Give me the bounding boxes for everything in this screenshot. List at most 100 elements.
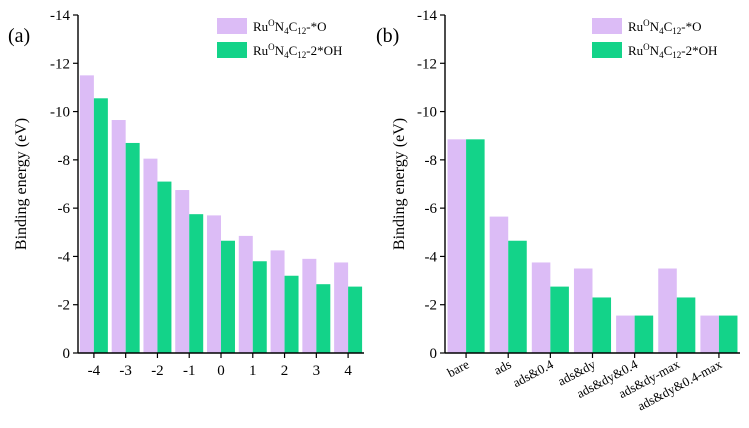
bar-series-2-6: [676, 297, 696, 353]
y-tick-label: -4: [425, 249, 438, 265]
y-tick-label: -10: [417, 105, 437, 121]
legend-text-sup: O: [268, 18, 275, 28]
legend-text-sub2: 12: [297, 50, 306, 60]
y-tick-label: -14: [50, 8, 70, 24]
bar-series-2-7: [284, 275, 299, 353]
legend-text-sub1: 4: [284, 50, 289, 60]
legend-text-mid1: N: [275, 19, 285, 34]
bar-series-1-8: [302, 258, 317, 353]
bar-series-2-4: [592, 297, 612, 353]
y-tick-label: 0: [430, 346, 438, 362]
legend-text-sub1: 4: [284, 26, 289, 36]
x-tick-label: -2: [151, 363, 164, 379]
bar-series-1-3: [531, 262, 551, 353]
bar-series-1-5: [616, 315, 635, 353]
bar-series-2-6: [252, 261, 267, 353]
legend-text-mid2: C: [289, 43, 298, 58]
legend-swatch-1: [592, 18, 622, 34]
legend-label-1: RuON4C12-*O: [628, 18, 701, 36]
x-tick-label: -3: [119, 363, 132, 379]
legend-text-mid1: N: [650, 19, 660, 34]
legend-text-base: Ru: [253, 19, 269, 34]
x-tick-label: -4: [88, 363, 101, 379]
x-tick-label: 1: [249, 363, 257, 379]
legend-text-mid2: C: [289, 19, 298, 34]
legend-label-2: RuON4C12-2*OH: [253, 42, 342, 60]
bar-series-2-9: [348, 286, 363, 353]
legend-text-tail: -*O: [681, 19, 701, 34]
bar-series-2-3: [550, 286, 569, 353]
panel-label: (a): [8, 25, 30, 47]
bar-series-2-2: [125, 142, 140, 353]
y-tick-label: -8: [425, 153, 438, 169]
y-tick-label: -2: [425, 298, 438, 314]
bar-series-2-5: [221, 240, 235, 353]
x-tick-label: bare: [445, 356, 472, 380]
x-tick-label: -1: [183, 363, 196, 379]
legend-text-sup: O: [268, 42, 275, 52]
legend-text-mid2: C: [664, 19, 673, 34]
bar-series-1-2: [111, 120, 126, 354]
legend-text-sup: O: [643, 42, 650, 52]
legend-text-tail: -*O: [306, 19, 326, 34]
y-tick-label: -10: [50, 105, 70, 121]
legend-text-tail: -2*OH: [681, 43, 717, 58]
legend-label-2: RuON4C12-2*OH: [628, 42, 717, 60]
x-tick-label: 4: [344, 363, 352, 379]
bar-series-2-7: [718, 315, 738, 353]
bar-series-1-6: [658, 268, 677, 353]
y-tick-label: -4: [58, 249, 71, 265]
legend-swatch-2: [217, 42, 247, 58]
y-tick-label: -6: [425, 201, 438, 217]
legend-text-base: Ru: [628, 43, 644, 58]
legend-text-base: Ru: [628, 19, 644, 34]
legend-text-sub2: 12: [297, 26, 306, 36]
legend-swatch-1: [217, 18, 247, 34]
bar-series-2-2: [508, 240, 527, 353]
legend-text-sub2: 12: [672, 50, 681, 60]
bar-series-1-5: [207, 215, 221, 353]
bar-series-2-4: [189, 214, 204, 353]
x-tick-label: 3: [313, 363, 321, 379]
y-tick-label: -6: [58, 201, 71, 217]
bar-series-2-8: [316, 284, 331, 353]
legend-text-mid2: C: [664, 43, 673, 58]
bar-series-1-7: [270, 250, 285, 353]
y-tick-label: -12: [50, 56, 70, 72]
legend-label-1: RuON4C12-*O: [253, 18, 326, 36]
bar-series-2-1: [466, 139, 485, 353]
legend-swatch-2: [592, 42, 622, 58]
x-tick-label: 2: [281, 363, 289, 379]
bar-series-1-9: [334, 262, 349, 353]
x-tick-label: ads: [491, 356, 513, 377]
legend-text-sub2: 12: [672, 26, 681, 36]
bar-series-2-3: [157, 181, 172, 353]
legend-text-sub1: 4: [659, 50, 664, 60]
bar-series-1-4: [573, 268, 593, 353]
y-tick-label: -12: [417, 56, 437, 72]
y-tick-label: 0: [63, 346, 71, 362]
legend-text-sub1: 4: [659, 26, 664, 36]
bar-series-2-1: [93, 98, 108, 354]
legend-text-base: Ru: [253, 43, 269, 58]
x-tick-label: ads&0.4: [510, 356, 556, 390]
legend-text-sup: O: [643, 18, 650, 28]
bar-series-1-2: [489, 216, 509, 353]
y-axis-label: Binding energy (eV): [13, 118, 30, 250]
x-tick-label: 0: [217, 363, 225, 379]
legend-text-tail: -2*OH: [306, 43, 342, 58]
bar-series-1-3: [143, 158, 158, 353]
y-tick-label: -14: [417, 8, 437, 24]
bar-series-2-5: [634, 315, 654, 353]
y-tick-label: -2: [58, 298, 71, 314]
y-tick-label: -8: [58, 153, 71, 169]
bar-series-1-7: [700, 315, 719, 353]
legend-text-mid1: N: [650, 43, 660, 58]
legend-text-mid1: N: [275, 43, 285, 58]
bar-series-1-1: [79, 75, 94, 353]
bar-series-1-1: [447, 139, 467, 353]
y-axis-label: Binding energy (eV): [391, 118, 408, 250]
